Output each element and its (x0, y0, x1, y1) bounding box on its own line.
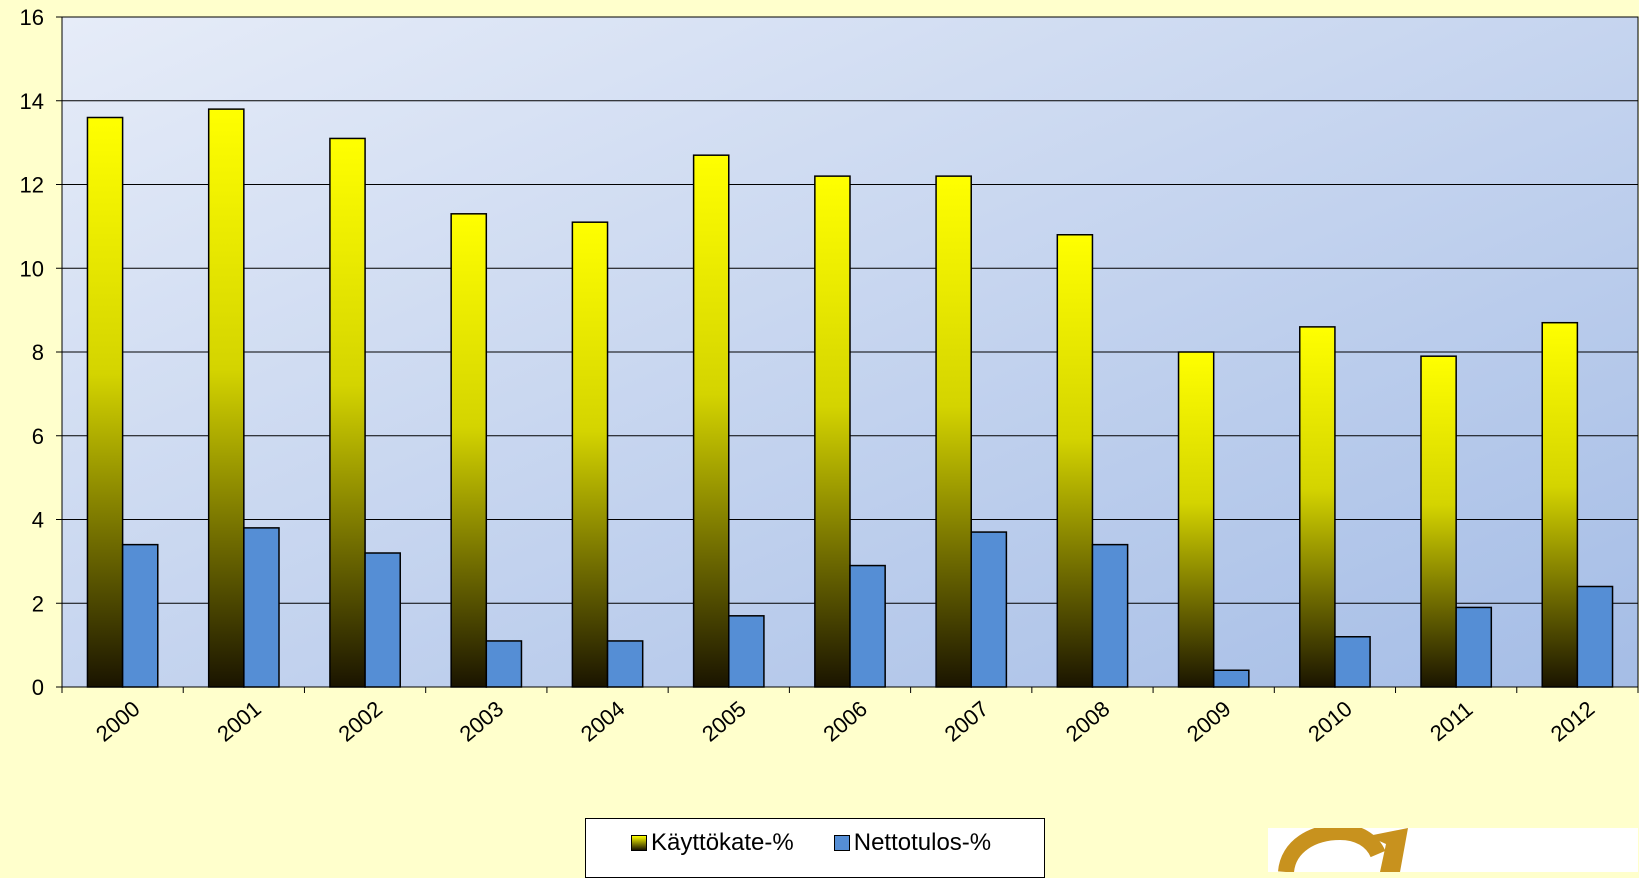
y-tick-label: 12 (20, 173, 44, 198)
bar-nettotulos (728, 615, 765, 688)
x-tick-label: 2005 (697, 696, 751, 747)
bar-nettotulos (121, 543, 159, 688)
bar-nettotulos (485, 640, 523, 688)
bar-kayttokate (1056, 234, 1094, 688)
x-tick-label: 2000 (91, 696, 145, 747)
legend-item-nettotulos: Nettotulos-% (833, 829, 992, 857)
y-tick-label: 0 (32, 675, 44, 700)
x-tick-label: 2008 (1061, 696, 1115, 747)
bar-nettotulos (364, 552, 401, 688)
y-tick-label: 10 (20, 256, 44, 281)
x-tick-label: 2011 (1425, 696, 1477, 746)
x-tick-label: 2006 (818, 696, 872, 747)
x-tick-label: 2004 (576, 696, 630, 747)
x-tick-label: 2003 (455, 696, 509, 747)
bar-kayttokate (450, 213, 488, 688)
bar-nettotulos (1212, 669, 1250, 688)
x-tick-label: 2002 (333, 696, 387, 747)
bar-nettotulos (1334, 636, 1371, 688)
x-tick-label: 2007 (940, 696, 994, 747)
x-tick-label: 2001 (212, 696, 266, 747)
bar-kayttokate (814, 175, 851, 688)
y-tick-label: 14 (20, 89, 44, 114)
bar-kayttokate (935, 175, 972, 688)
bar-nettotulos (1455, 606, 1493, 688)
bar-nettotulos (849, 564, 886, 688)
bar-nettotulos (1091, 543, 1129, 688)
x-tick-label: 2009 (1182, 696, 1236, 747)
bar-kayttokate (692, 154, 730, 688)
bar-kayttokate (571, 221, 609, 688)
bar-kayttokate (207, 108, 245, 688)
bar-nettotulos (243, 527, 280, 688)
y-tick-label: 2 (32, 591, 44, 616)
bar-nettotulos (1576, 585, 1614, 688)
y-tick-label: 8 (32, 340, 44, 365)
bar-kayttokate (86, 116, 124, 688)
bar-kayttokate (1177, 351, 1215, 688)
y-tick-label: 6 (32, 424, 44, 449)
legend-label-nettotulos: Nettotulos-% (853, 829, 992, 856)
y-tick-label: 16 (20, 5, 44, 30)
bar-kayttokate (1299, 326, 1336, 688)
ring-logo-icon (1268, 828, 1638, 872)
bar-kayttokate (1420, 355, 1457, 688)
chart-legend: Käyttökate-% Nettotulos-% (585, 818, 1045, 878)
bar-nettotulos (970, 531, 1008, 688)
legend-item-kayttokate: Käyttökate-% (631, 829, 794, 857)
bar-kayttokate (329, 137, 366, 688)
legend-label-kayttokate: Käyttökate-% (651, 829, 794, 856)
legend-swatch-kayttokate (631, 835, 647, 851)
x-tick-label: 2010 (1303, 696, 1357, 747)
x-tick-label: 2012 (1546, 696, 1600, 747)
bar-kayttokate (1541, 321, 1579, 688)
bar-nettotulos (606, 640, 644, 688)
y-tick-label: 4 (32, 508, 44, 533)
legend-swatch-nettotulos (833, 835, 850, 851)
